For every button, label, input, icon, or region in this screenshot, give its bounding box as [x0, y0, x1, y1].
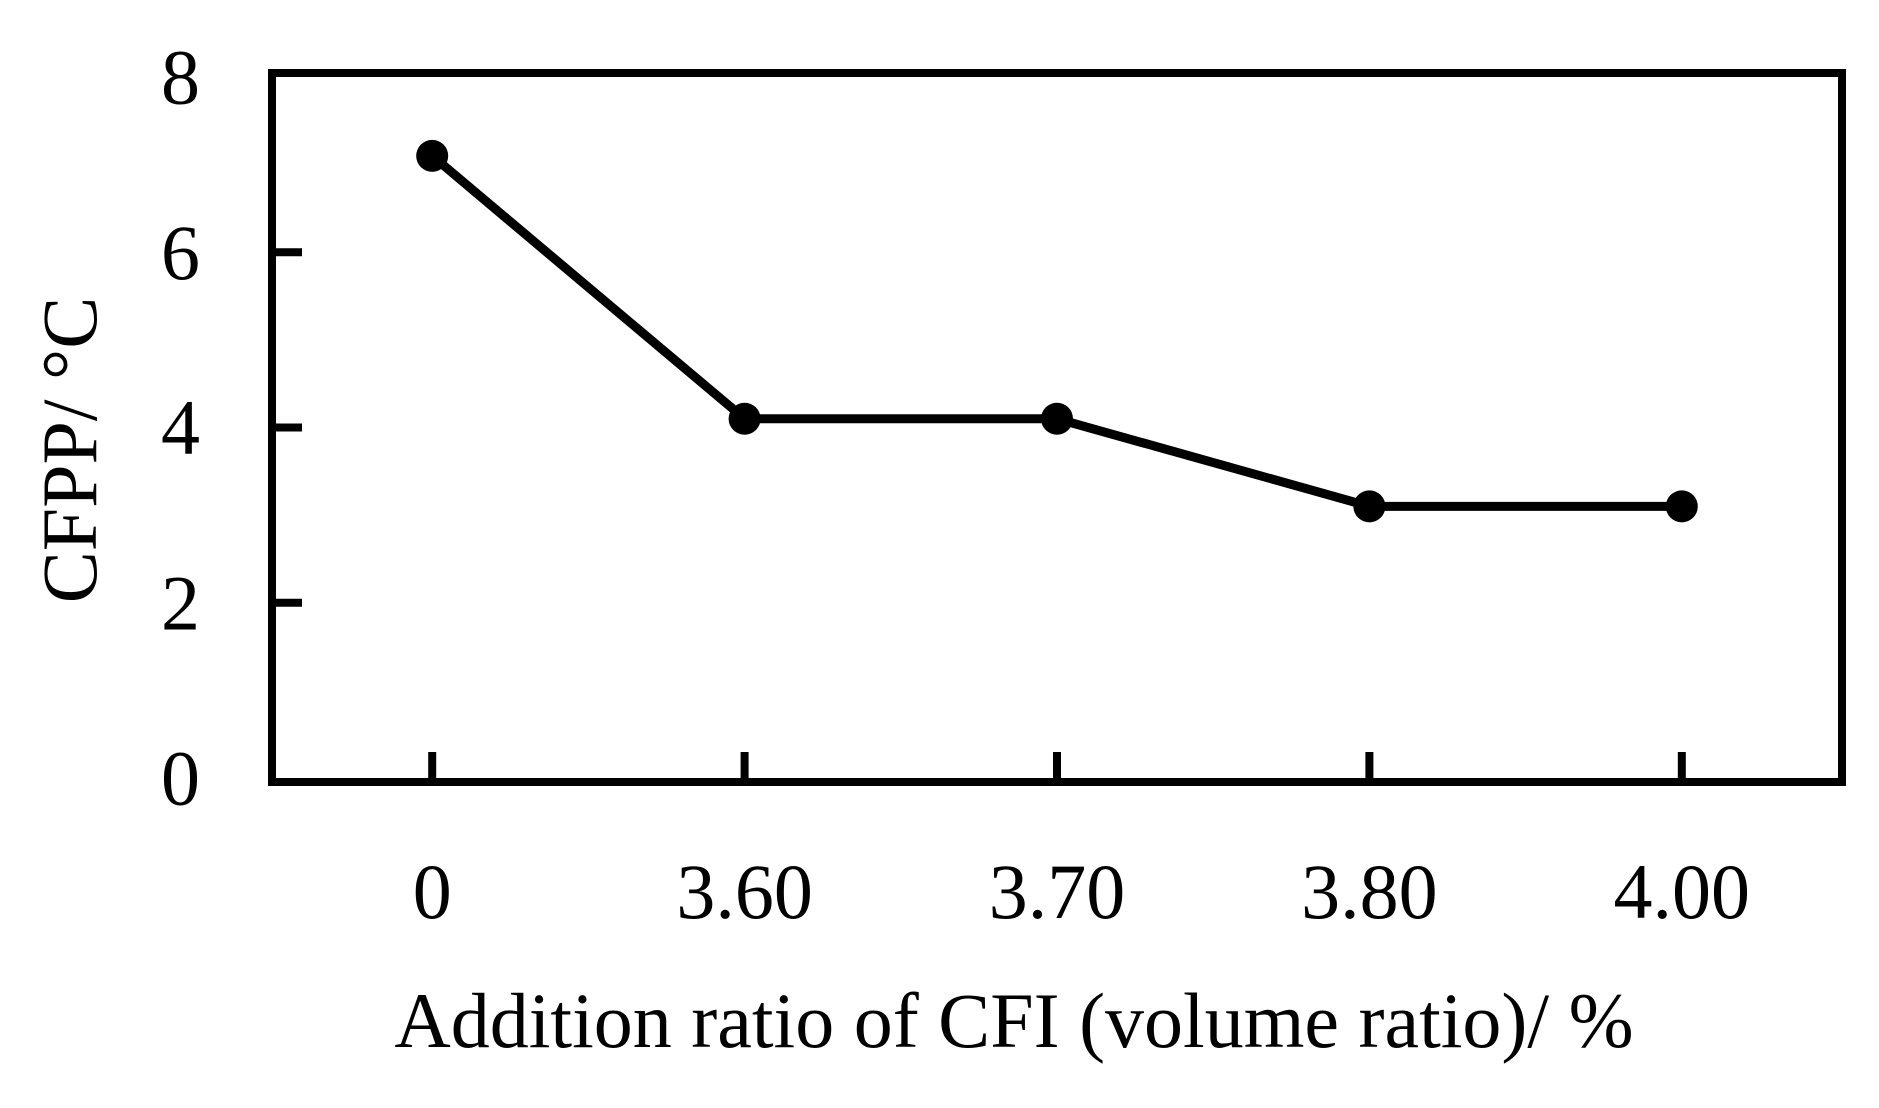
- x-tick-label: 3.80: [1301, 848, 1438, 935]
- data-point: [728, 402, 761, 435]
- y-tick-label: 6: [161, 209, 200, 296]
- x-axis-title: Addition ratio of CFI (volume ratio)/ %: [394, 977, 1634, 1064]
- x-tick-label: 3.70: [989, 848, 1126, 935]
- x-tick-label: 4.00: [1614, 848, 1751, 935]
- x-tick-label: 3.60: [676, 848, 813, 935]
- y-tick-label: 8: [161, 34, 200, 121]
- x-tick-label: 0: [413, 848, 452, 935]
- data-point: [416, 139, 449, 172]
- series-line: [429, 152, 1682, 511]
- y-axis-title: CFPP/ °C: [26, 296, 113, 604]
- y-tick-label: 4: [161, 384, 200, 471]
- y-tick-label: 0: [161, 735, 200, 822]
- data-point: [1353, 490, 1386, 523]
- y-tick-label: 2: [161, 559, 200, 646]
- data-point: [1665, 490, 1698, 523]
- data-point: [1041, 402, 1073, 435]
